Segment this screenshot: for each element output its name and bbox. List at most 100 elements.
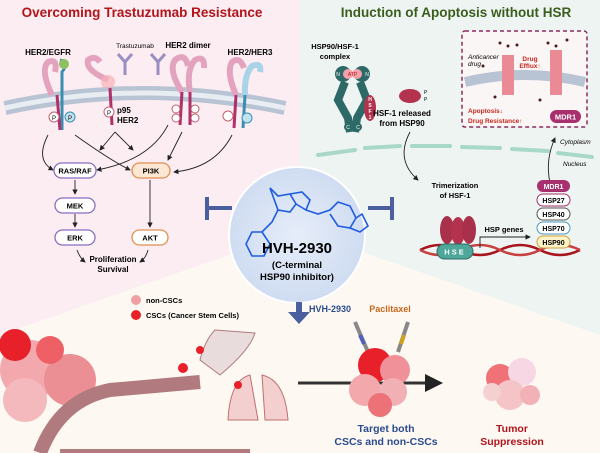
trimerization-arrow (403, 131, 419, 181)
hsp-genes-label: HSP genes (484, 225, 523, 234)
label-p95-her2: HER2 (117, 116, 139, 125)
primary-tumor (0, 329, 96, 422)
gene-product-hsp90: HSP90 (542, 240, 564, 247)
n-terminal-label: N (365, 72, 369, 78)
node-erk: ERK (54, 229, 96, 246)
label-her2-her3: HER2/HER3 (228, 48, 273, 57)
gene-product-hsp40: HSP40 (542, 212, 564, 219)
nucleus-label: Nucleus (563, 161, 587, 168)
outcome-proliferation: Proliferation (89, 255, 136, 264)
gene-product-list: MDR1 HSP27 HSP40 HSP70 HSP90 (536, 180, 571, 249)
liver-organ (199, 329, 256, 376)
label-p95: p95 (117, 106, 131, 115)
mdr1-badge: MDR1 (555, 113, 576, 122)
gene-product-hsp70: HSP70 (542, 226, 564, 233)
lung-metastasis (234, 381, 242, 389)
hsp90-hsf1-complex: ATP N N C C HSF1 (333, 66, 376, 133)
left-panel-title: Overcoming Trastuzumab Resistance (22, 5, 263, 20)
inhibition-bar-right (368, 197, 394, 220)
atp-label: ATP (348, 72, 358, 78)
liver-metastasis (196, 346, 204, 354)
outcome-survival: Survival (97, 265, 128, 274)
n-terminal-label: N (336, 72, 340, 78)
csc-legend-icon (131, 310, 141, 320)
drug-subtitle-1: (C-terminal (272, 260, 322, 271)
node-mek: MEK (54, 197, 96, 214)
c-terminal-label: C (346, 125, 350, 131)
gene-product-hsp27: HSP27 (542, 198, 564, 205)
complex-label-2: complex (320, 52, 351, 61)
node-label: PI3K (143, 167, 160, 176)
drug-name: HVH-2930 (262, 240, 332, 257)
complex-label-1: HSP90/HSF-1 (311, 42, 359, 51)
result-label-2: Suppression (480, 436, 544, 448)
apoptosis-label: Apoptosis↓ (468, 108, 503, 115)
blood-vessel (33, 375, 201, 453)
anticancer-label-1: Anticancer (467, 54, 500, 61)
drug-label-paclitaxel: Paclitaxel (369, 304, 411, 314)
her2-egfr-receptor: P P (41, 58, 76, 131)
released-label-2: from HSP90 (379, 119, 425, 128)
node-pi3k: PI3K (131, 162, 171, 179)
phospho-label: P (52, 116, 56, 122)
lungs-organ (227, 374, 289, 421)
label-her2-dimer: HER2 dimer (165, 41, 210, 50)
efflux-label-2: Efflux↑ (519, 63, 540, 70)
legend-non-cscs: non-CSCs (146, 296, 182, 305)
hse-label: HSE (444, 248, 465, 257)
treated-tumor (349, 348, 410, 417)
mdr1-export-arrow (547, 137, 556, 184)
hsf1-trimer (440, 216, 476, 245)
cell-membrane (3, 86, 287, 115)
efflux-label-1: Drug (522, 56, 537, 63)
down-arrow-icon (288, 302, 310, 324)
her2-dimer-receptor (169, 54, 208, 126)
c-terminal-label: C (356, 125, 360, 131)
label-her2-egfr: HER2/EGFR (25, 48, 71, 57)
syringe-paclitaxel-icon (396, 321, 410, 353)
node-akt: AKT (131, 229, 169, 246)
hsp-genes-arrow (479, 234, 531, 248)
phospho-label: P (424, 90, 428, 96)
phospho-label: P (424, 97, 428, 103)
target-label-1: Target both (358, 423, 415, 435)
nuclear-membrane (316, 144, 594, 159)
signaling-arrows (42, 124, 233, 263)
hse-element (436, 243, 474, 260)
cytoplasm-label: Cytoplasm (560, 139, 591, 146)
right-panel-title: Induction of Apoptosis without HSR (341, 5, 572, 20)
drug-resistance-label: Drug Resistance↑ (468, 118, 523, 125)
legend-cscs: CSCs (Cancer Stem Cells) (146, 311, 239, 320)
inhibition-bar-left (205, 197, 232, 220)
non-csc-legend-icon (131, 295, 141, 305)
drug-label-hvh2930: HVH-2930 (309, 304, 351, 314)
drug-subtitle-2: HSP90 inhibitor) (260, 272, 334, 283)
node-label: ERK (67, 234, 83, 243)
gene-product-mdr1: MDR1 (544, 184, 564, 191)
chemical-structure (245, 187, 370, 257)
drug-efflux-inset: Anticancer drug Drug Efflux↑ Apoptosis↓ … (461, 30, 588, 128)
label-trastuzumab: Trastuzumab (116, 43, 154, 50)
suppressed-tumor (483, 358, 540, 410)
hsf1-bound-label: HSF1 (367, 97, 373, 121)
node-label: RAS/RAF (58, 167, 92, 176)
trimerization-label-2: of HSF-1 (440, 191, 471, 200)
node-label: AKT (142, 234, 158, 243)
trastuzumab-antibody (116, 53, 167, 75)
phospho-label: P (107, 111, 111, 117)
her2-her3-receptor (222, 57, 264, 129)
node-label: MEK (67, 202, 84, 211)
target-label-2: CSCs and non-CSCs (334, 436, 437, 448)
trimerization-label-1: Trimerization (432, 181, 479, 190)
hsf1-released-protein: P P (399, 89, 428, 103)
migrating-csc (178, 363, 188, 373)
phospho-label: P (68, 116, 72, 122)
syringe-hvh2930-icon (353, 321, 370, 353)
anticancer-label-2: drug (468, 61, 481, 68)
released-label-1: HSF-1 released (373, 109, 431, 118)
node-ras-raf: RAS/RAF (53, 162, 97, 179)
p95-her2-receptor: P (84, 54, 115, 126)
result-label-1: Tumor (496, 423, 528, 435)
